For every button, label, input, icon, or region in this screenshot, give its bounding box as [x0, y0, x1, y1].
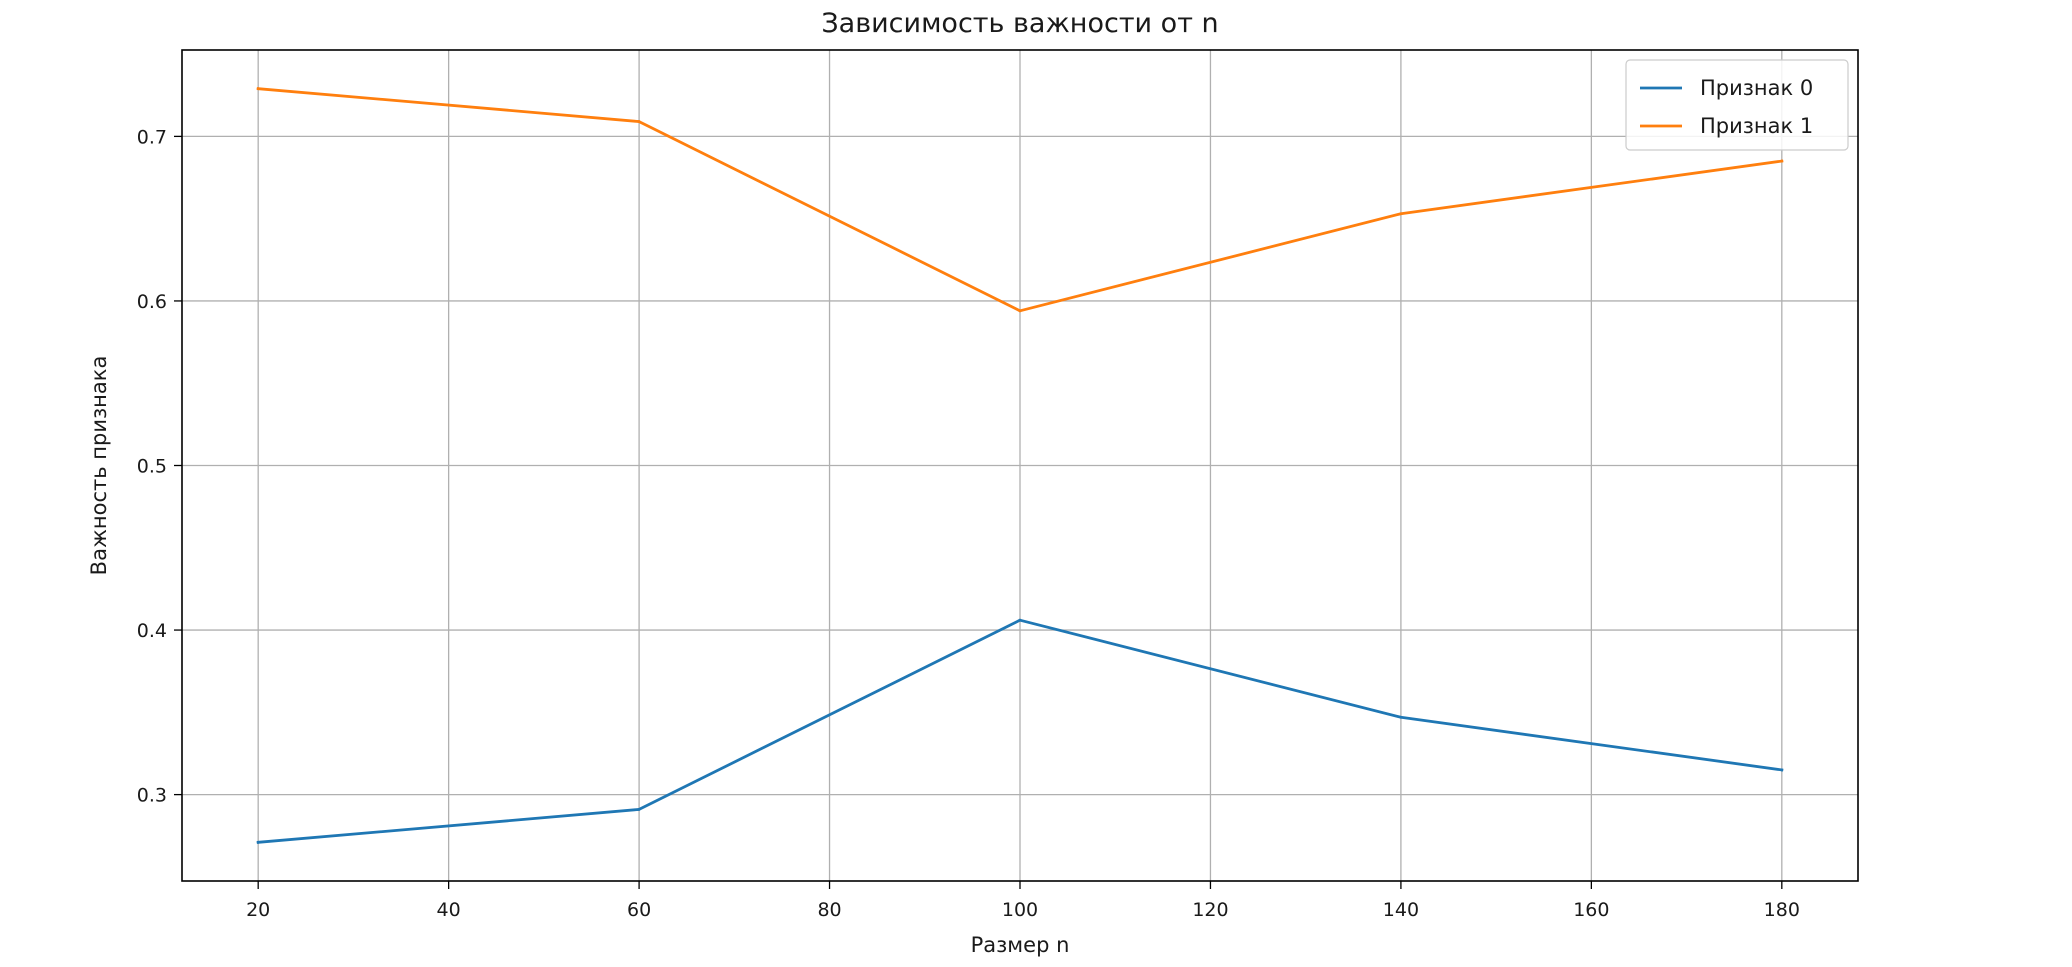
data-point [1399, 715, 1403, 719]
x-tick-label: 180 [1764, 899, 1800, 921]
legend-box [1625, 59, 1849, 151]
data-point [637, 808, 641, 811]
data-point [1780, 768, 1784, 772]
x-tick-label: 140 [1383, 899, 1419, 921]
x-tick-label: 100 [1002, 899, 1038, 921]
x-tick-label: 120 [1192, 899, 1228, 921]
data-point [1780, 159, 1784, 163]
legend: Признак 0 Признак 1 [1625, 59, 1849, 151]
data-point [256, 87, 260, 91]
x-axis-label: Размер n [971, 933, 1070, 957]
x-tick-label: 60 [627, 899, 651, 921]
data-point [256, 840, 260, 844]
data-point [1018, 618, 1022, 622]
x-tick-label: 160 [1573, 899, 1609, 921]
series-lines [256, 87, 1784, 844]
chart-title: Зависимость важности от n [821, 8, 1218, 39]
y-tick-label: 0.3 [137, 785, 167, 807]
x-tick-label: 80 [817, 899, 841, 921]
legend-label: Признак 1 [1700, 114, 1813, 138]
y-tick-label: 0.6 [137, 291, 167, 313]
y-tick-label: 0.4 [137, 620, 167, 642]
legend-label: Признак 0 [1700, 76, 1813, 100]
x-tick-label: 20 [246, 899, 270, 921]
y-tick-label: 0.7 [137, 126, 167, 148]
x-tick-label: 40 [437, 899, 461, 921]
data-point [1018, 309, 1022, 313]
data-point [637, 120, 641, 123]
data-point [1399, 212, 1403, 216]
axis-ticks: 20 40 60 80 100 120 140 160 180 0.3 0.4 0.5 0.6 0.7 [137, 126, 1800, 921]
y-axis-label: Важность признака [87, 356, 111, 576]
y-tick-label: 0.5 [137, 456, 167, 478]
